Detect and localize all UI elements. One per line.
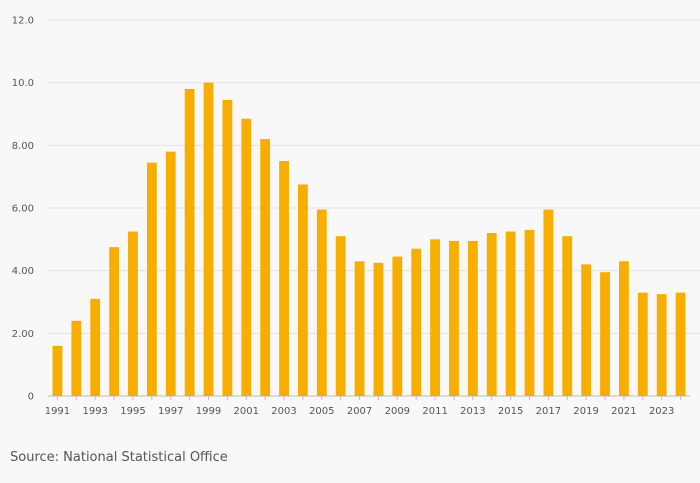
bar-2000 (222, 99, 233, 397)
bar-2019 (581, 264, 592, 396)
x-tick-label: 2013 (460, 406, 485, 417)
bar-2007 (354, 261, 365, 396)
bar-2004 (298, 184, 308, 396)
bar-2017 (543, 209, 554, 396)
bar-2013 (467, 240, 478, 396)
bar-2016 (524, 229, 535, 396)
bar-1995 (128, 231, 138, 396)
y-tick-label: 8.00 (12, 141, 34, 152)
bar-2005 (316, 209, 327, 396)
bar-2012 (449, 240, 459, 396)
x-tick-label: 2001 (234, 406, 259, 417)
x-tick-label: 2007 (347, 406, 372, 417)
x-tick-label: 1997 (158, 406, 183, 417)
bar-2006 (335, 236, 346, 396)
x-tick-label: 2021 (611, 406, 636, 417)
bar-2001 (241, 118, 252, 396)
bar-1992 (71, 320, 82, 396)
x-tick-label: 2019 (573, 406, 598, 417)
x-tick-label: 2003 (271, 406, 296, 417)
bar-2014 (486, 233, 497, 396)
bar-2022 (637, 292, 648, 396)
y-tick-label: 4.00 (12, 266, 34, 277)
bar-2010 (411, 248, 422, 396)
y-tick-label: 0 (28, 392, 34, 403)
bar-1994 (109, 247, 119, 396)
x-tick-label: 2015 (498, 406, 523, 417)
bar-2023 (656, 294, 667, 396)
bar-2009 (392, 256, 403, 396)
x-tick-label: 2009 (385, 406, 410, 417)
bar-2003 (279, 161, 289, 396)
bar-2024 (675, 292, 686, 396)
bar-1997 (165, 151, 176, 396)
bar-1999 (203, 82, 214, 397)
x-tick-label: 1993 (82, 406, 107, 417)
bar-2015 (505, 231, 516, 396)
x-tick-label: 1991 (45, 406, 70, 417)
x-tick-label: 2005 (309, 406, 334, 417)
source-note: Source: National Statistical Office (10, 450, 228, 465)
y-tick-label: 12.0 (12, 16, 34, 27)
x-tick-label: 1999 (196, 406, 221, 417)
x-tick-label: 2011 (422, 406, 447, 417)
bar-1998 (184, 88, 195, 396)
bar-2018 (562, 236, 573, 396)
bar-1996 (146, 162, 157, 396)
bar-2011 (430, 239, 440, 396)
x-tick-label: 2017 (536, 406, 561, 417)
bar-2021 (619, 261, 629, 396)
x-tick-label: 2023 (649, 406, 674, 417)
bar-1993 (90, 298, 101, 396)
bar-2002 (260, 139, 271, 397)
bar-1991 (52, 345, 63, 396)
y-tick-label: 10.0 (12, 78, 34, 89)
bar-chart: 0 2.00 4.00 6.00 8.00 10.0 12.0 1991 1993 1995 199… (12, 16, 700, 417)
bar-2008 (373, 262, 384, 396)
y-tick-label: 6.00 (12, 204, 34, 215)
x-tick-label: 1995 (120, 406, 145, 417)
bar-2020 (600, 272, 610, 396)
y-tick-label: 2.00 (12, 329, 34, 340)
